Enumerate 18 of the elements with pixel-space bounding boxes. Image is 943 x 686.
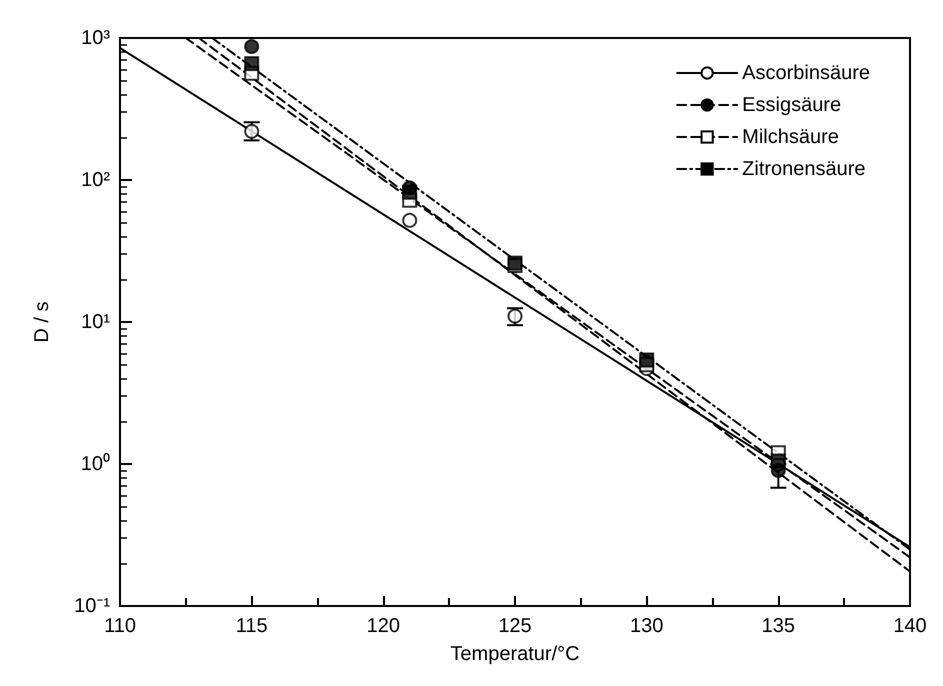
legend-label: Milchsäure <box>742 126 839 148</box>
y-tick-label: 10⁻¹ <box>74 595 110 617</box>
x-axis-title: Temperatur/°C <box>450 643 580 665</box>
y-tick-label: 10³ <box>81 27 110 49</box>
y-tick-label: 10¹ <box>81 311 110 333</box>
x-tick-label: 115 <box>236 615 268 637</box>
y-tick-label: 10² <box>81 169 110 191</box>
x-tick-label: 130 <box>630 615 664 637</box>
legend-label: Essigsäure <box>742 94 842 116</box>
x-tick-label: 110 <box>104 615 136 637</box>
x-tick-label: 120 <box>366 615 400 637</box>
y-tick-label: 10⁰ <box>80 452 110 475</box>
x-tick-label: 140 <box>893 615 927 637</box>
legend-label: Zitronensäure <box>742 158 866 180</box>
x-tick-label: 135 <box>762 615 796 637</box>
legend-label: Ascorbinsäure <box>742 62 870 84</box>
y-axis-title: D / s <box>31 301 53 343</box>
x-tick-label: 125 <box>498 615 532 637</box>
